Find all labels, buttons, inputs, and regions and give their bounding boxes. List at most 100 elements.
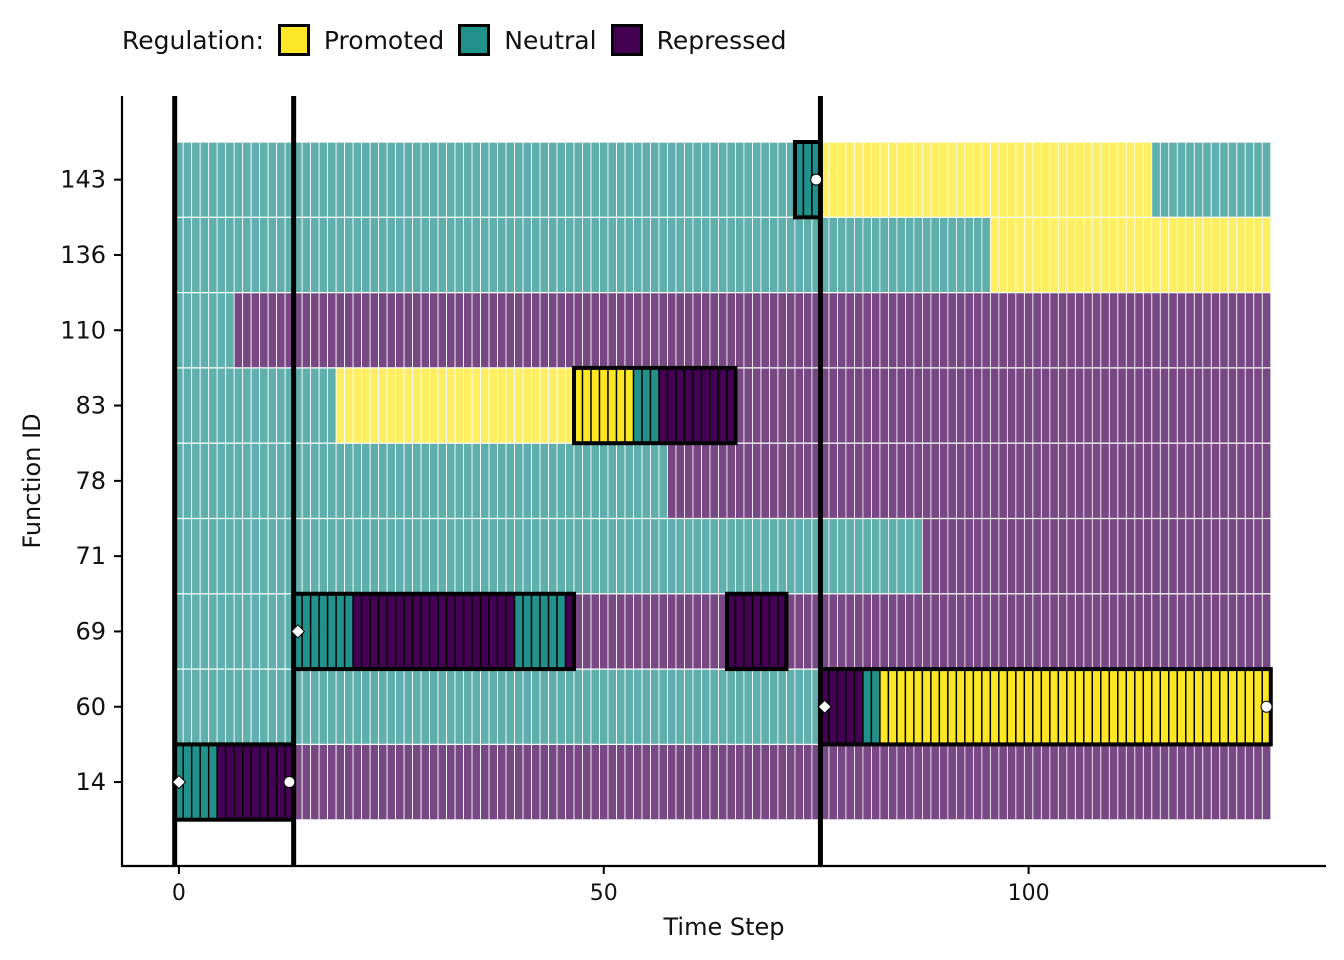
cell-60-45 [556, 668, 566, 745]
heatmap-cells [173, 141, 1272, 821]
cell-83-61 [692, 367, 703, 444]
cell-110-17 [318, 292, 329, 369]
cell-143-69 [760, 141, 770, 218]
cell-136-89 [930, 216, 940, 294]
cell-78-118 [1176, 442, 1187, 519]
cell-14-71 [777, 744, 787, 821]
cell-143-18 [327, 141, 337, 218]
cell-71-117 [1168, 518, 1178, 595]
cell-78-83 [879, 442, 889, 519]
cell-110-125 [1236, 292, 1246, 369]
cell-71-50 [599, 518, 609, 595]
cell-14-127 [1253, 744, 1263, 821]
cell-110-1 [182, 292, 193, 369]
cell-136-21 [352, 216, 363, 294]
cell-143-25 [386, 141, 396, 218]
cell-83-110 [1108, 367, 1119, 444]
cell-83-88 [922, 367, 932, 444]
cell-110-114 [1142, 292, 1153, 369]
cell-136-83 [879, 216, 889, 294]
cell-143-86 [905, 141, 915, 218]
cell-83-42 [531, 367, 541, 444]
cell-83-94 [972, 367, 983, 444]
cell-110-35 [471, 292, 481, 369]
cell-69-87 [913, 593, 923, 670]
cell-60-63 [709, 668, 719, 745]
cell-69-43 [539, 593, 550, 670]
cell-83-125 [1236, 367, 1246, 444]
cell-71-44 [548, 518, 558, 595]
cell-136-9 [250, 216, 261, 294]
cell-69-89 [930, 593, 940, 670]
cell-69-97 [998, 593, 1008, 670]
cell-110-52 [616, 292, 626, 369]
cell-143-109 [1100, 141, 1110, 218]
cell-60-5 [216, 668, 227, 745]
cell-83-34 [463, 367, 473, 444]
cell-69-62 [701, 593, 711, 670]
cell-83-105 [1066, 367, 1076, 444]
cell-78-80 [854, 442, 864, 519]
cell-110-77 [828, 292, 838, 369]
cell-71-30 [429, 518, 439, 595]
cell-110-12 [276, 292, 286, 369]
cell-78-32 [446, 442, 456, 519]
cell-14-89 [930, 744, 940, 821]
cell-14-79 [845, 744, 855, 821]
cell-83-37 [488, 367, 498, 444]
cell-78-46 [565, 442, 575, 519]
cell-71-40 [514, 518, 524, 595]
cell-110-127 [1253, 292, 1263, 369]
cell-14-37 [488, 744, 498, 821]
cell-143-79 [845, 141, 855, 218]
cell-60-101 [1032, 668, 1043, 746]
cell-143-121 [1202, 141, 1212, 218]
cell-78-29 [420, 442, 430, 519]
cell-60-124 [1227, 668, 1238, 746]
cell-14-25 [386, 744, 396, 821]
cell-136-18 [327, 216, 337, 294]
cell-83-24 [378, 367, 388, 444]
cell-14-10 [258, 743, 269, 821]
cell-71-3 [199, 518, 210, 595]
cell-71-86 [905, 518, 915, 595]
markers [171, 173, 1273, 790]
cell-136-43 [539, 216, 549, 294]
cell-83-68 [752, 367, 762, 444]
cell-110-47 [573, 292, 583, 369]
cell-69-78 [837, 593, 847, 670]
cell-69-3 [199, 593, 210, 670]
cell-83-79 [845, 367, 855, 444]
cell-136-71 [777, 216, 787, 294]
cell-136-111 [1117, 216, 1127, 294]
cell-14-124 [1227, 744, 1238, 821]
cell-136-63 [709, 216, 719, 294]
cell-83-121 [1202, 367, 1212, 444]
cell-83-53 [624, 367, 635, 444]
cell-83-120 [1193, 367, 1204, 444]
cell-136-50 [599, 216, 609, 294]
cell-71-39 [505, 518, 515, 595]
cell-83-58 [666, 367, 677, 444]
cell-69-107 [1083, 593, 1093, 670]
cell-14-55 [641, 744, 651, 821]
cell-14-96 [989, 744, 1000, 821]
cell-71-122 [1210, 518, 1221, 595]
cell-110-53 [624, 292, 634, 369]
cell-69-20 [343, 593, 354, 670]
cell-71-34 [463, 518, 473, 595]
cell-83-71 [777, 367, 787, 444]
cell-14-46 [565, 744, 575, 821]
cell-110-6 [225, 292, 235, 369]
cell-60-111 [1117, 668, 1128, 746]
cell-83-21 [352, 367, 363, 444]
cell-110-110 [1108, 292, 1119, 369]
cell-69-119 [1185, 593, 1195, 670]
cell-60-39 [505, 668, 515, 745]
cell-71-35 [471, 518, 481, 595]
cell-110-9 [250, 292, 261, 369]
cell-78-12 [276, 442, 286, 519]
cell-143-30 [429, 141, 439, 218]
cell-83-117 [1168, 367, 1178, 444]
cell-14-34 [463, 744, 473, 821]
